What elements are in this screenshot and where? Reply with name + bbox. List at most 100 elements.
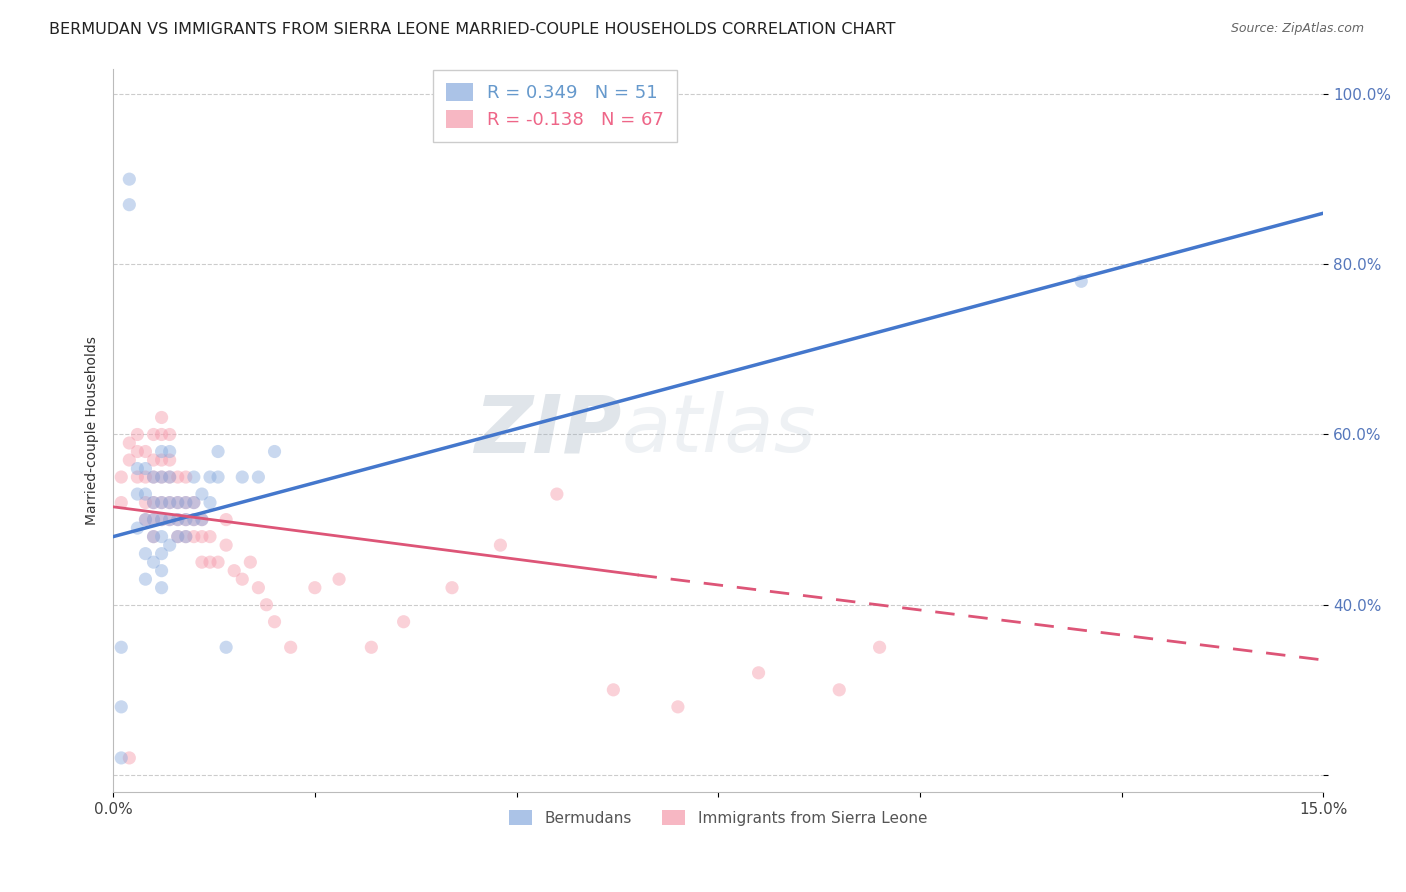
Point — [1070, 274, 1092, 288]
Point — [110, 699, 132, 714]
Point — [127, 444, 149, 458]
Point — [110, 495, 132, 509]
Point — [869, 640, 891, 655]
Point — [142, 495, 165, 509]
Point — [134, 547, 156, 561]
Point — [231, 470, 253, 484]
Point — [142, 530, 165, 544]
Text: BERMUDAN VS IMMIGRANTS FROM SIERRA LEONE MARRIED-COUPLE HOUSEHOLDS CORRELATION C: BERMUDAN VS IMMIGRANTS FROM SIERRA LEONE… — [49, 22, 896, 37]
Point — [748, 665, 770, 680]
Point — [134, 461, 156, 475]
Point — [127, 470, 149, 484]
Point — [142, 513, 165, 527]
Point — [134, 487, 156, 501]
Point — [150, 513, 173, 527]
Point — [134, 470, 156, 484]
Point — [127, 521, 149, 535]
Point — [174, 513, 197, 527]
Point — [150, 547, 173, 561]
Point — [159, 427, 181, 442]
Point — [392, 615, 415, 629]
Point — [198, 470, 221, 484]
Point — [150, 581, 173, 595]
Point — [166, 530, 188, 544]
Point — [150, 470, 173, 484]
Point — [118, 436, 141, 450]
Point — [142, 470, 165, 484]
Point — [207, 555, 229, 569]
Point — [118, 172, 141, 186]
Point — [166, 495, 188, 509]
Point — [134, 513, 156, 527]
Point — [224, 564, 246, 578]
Point — [142, 513, 165, 527]
Point — [159, 470, 181, 484]
Point — [166, 513, 188, 527]
Point — [191, 530, 214, 544]
Point — [142, 555, 165, 569]
Point — [142, 453, 165, 467]
Point — [174, 513, 197, 527]
Point — [159, 453, 181, 467]
Point — [159, 513, 181, 527]
Point — [489, 538, 512, 552]
Point — [166, 530, 188, 544]
Point — [231, 572, 253, 586]
Point — [183, 470, 205, 484]
Point — [191, 513, 214, 527]
Point — [110, 751, 132, 765]
Point — [239, 555, 262, 569]
Point — [207, 444, 229, 458]
Point — [134, 495, 156, 509]
Point — [150, 495, 173, 509]
Point — [150, 564, 173, 578]
Point — [304, 581, 326, 595]
Point — [110, 640, 132, 655]
Point — [166, 470, 188, 484]
Point — [215, 538, 238, 552]
Point — [198, 495, 221, 509]
Point — [666, 699, 689, 714]
Point — [127, 427, 149, 442]
Point — [263, 615, 285, 629]
Point — [440, 581, 463, 595]
Point — [215, 640, 238, 655]
Point — [191, 487, 214, 501]
Y-axis label: Married-couple Households: Married-couple Households — [86, 335, 100, 524]
Point — [183, 513, 205, 527]
Point — [207, 470, 229, 484]
Point — [134, 572, 156, 586]
Point — [174, 530, 197, 544]
Point — [215, 513, 238, 527]
Point — [247, 581, 270, 595]
Point — [159, 444, 181, 458]
Point — [159, 495, 181, 509]
Point — [159, 538, 181, 552]
Point — [118, 197, 141, 211]
Point — [110, 470, 132, 484]
Point — [280, 640, 302, 655]
Text: ZIP: ZIP — [474, 392, 621, 469]
Point — [142, 530, 165, 544]
Point — [174, 495, 197, 509]
Text: atlas: atlas — [621, 392, 815, 469]
Point — [150, 495, 173, 509]
Point — [183, 513, 205, 527]
Point — [183, 495, 205, 509]
Point — [150, 444, 173, 458]
Point — [198, 555, 221, 569]
Point — [174, 530, 197, 544]
Legend: Bermudans, Immigrants from Sierra Leone: Bermudans, Immigrants from Sierra Leone — [501, 801, 936, 835]
Point — [256, 598, 278, 612]
Point — [134, 444, 156, 458]
Point — [150, 427, 173, 442]
Point — [166, 513, 188, 527]
Point — [127, 487, 149, 501]
Point — [328, 572, 350, 586]
Point — [174, 470, 197, 484]
Point — [134, 513, 156, 527]
Point — [142, 470, 165, 484]
Point — [150, 530, 173, 544]
Point — [183, 495, 205, 509]
Point — [127, 461, 149, 475]
